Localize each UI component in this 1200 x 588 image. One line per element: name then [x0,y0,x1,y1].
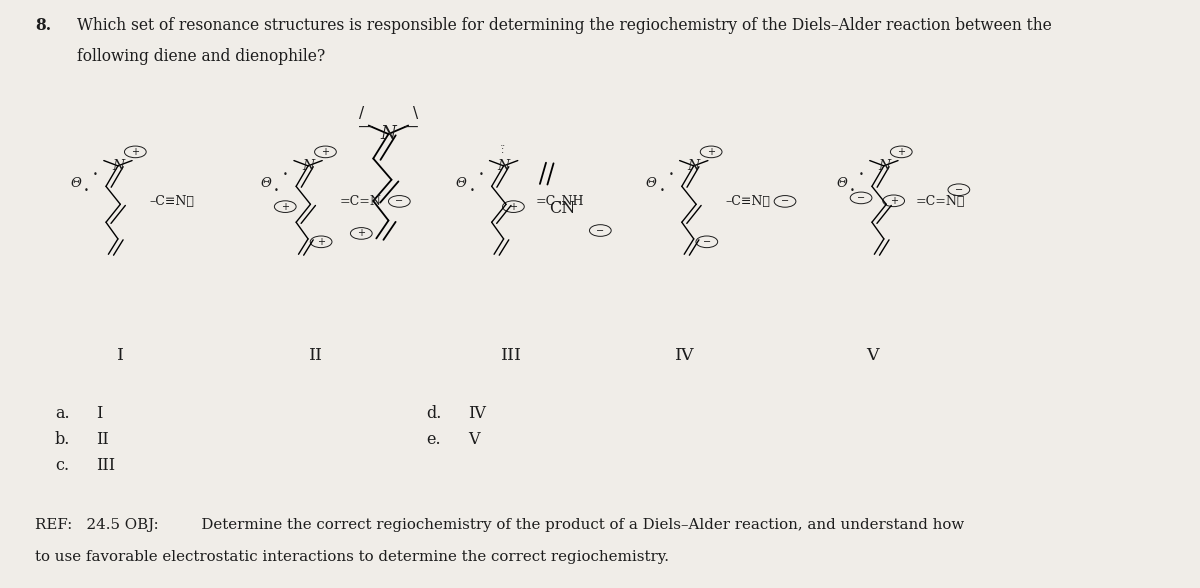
Text: +: + [898,147,905,157]
Text: +: + [358,228,365,238]
Text: a.: a. [55,405,70,422]
Text: •: • [850,186,854,195]
Text: −: − [955,185,962,195]
Text: −: − [703,237,710,247]
Text: N: N [498,159,510,173]
Text: −: − [395,196,403,206]
Text: N: N [302,159,314,173]
Text: b.: b. [55,431,71,448]
Text: +: + [131,147,139,157]
Text: Θ: Θ [70,177,82,190]
Text: N: N [112,159,124,173]
Text: II: II [96,431,109,448]
Text: =C–NH: =C–NH [535,195,583,208]
Text: c.: c. [55,457,70,474]
Text: Θ: Θ [836,177,847,190]
Text: :̈: :̈ [502,145,505,155]
Text: •: • [859,170,864,179]
Text: Θ: Θ [646,177,656,190]
Text: •: • [660,186,665,195]
Text: −: − [596,226,605,236]
Text: Θ: Θ [456,177,467,190]
Text: •: • [479,170,484,179]
Text: •: • [469,186,474,195]
Text: N: N [688,159,700,173]
Text: +: + [317,237,325,247]
Text: III: III [500,347,522,363]
Text: Which set of resonance structures is responsible for determining the regiochemis: Which set of resonance structures is res… [77,17,1051,34]
Text: N: N [380,125,396,143]
Text: N: N [878,159,890,173]
Text: −: − [781,196,790,206]
Text: –C≡N∶: –C≡N∶ [725,195,770,208]
Text: +: + [889,196,898,206]
Text: =C=N∶: =C=N∶ [916,195,965,208]
Text: REF:   24.5 OBJ:         Determine the correct regiochemistry of the product of : REF: 24.5 OBJ: Determine the correct reg… [35,518,965,532]
Text: −: − [857,193,865,203]
Text: =C=N: =C=N [340,195,382,208]
Text: I: I [96,405,102,422]
Text: V: V [865,347,878,363]
Text: V: V [468,431,479,448]
Text: +: + [281,202,289,212]
Text: –C≡N∶: –C≡N∶ [150,195,194,208]
Text: ―: ― [403,121,418,135]
Text: /: / [359,106,364,121]
Text: 8.: 8. [35,17,52,34]
Text: IV: IV [468,405,486,422]
Text: CN: CN [550,201,575,217]
Text: following diene and dienophile?: following diene and dienophile? [77,48,325,65]
Text: •: • [84,186,89,195]
Text: IV: IV [676,347,695,363]
Text: \: \ [413,106,419,121]
Text: Θ: Θ [260,177,271,190]
Text: II: II [308,347,323,363]
Text: •: • [668,170,673,179]
Text: d.: d. [426,405,442,422]
Text: to use favorable electrostatic interactions to determine the correct regiochemis: to use favorable electrostatic interacti… [35,550,670,564]
Text: •: • [274,186,280,195]
Text: +: + [322,147,330,157]
Text: III: III [96,457,115,474]
Text: ―: ― [359,121,373,135]
Text: •: • [283,170,288,179]
Text: e.: e. [426,431,442,448]
Text: I: I [116,347,124,363]
Text: •: • [92,170,97,179]
Text: +: + [707,147,715,157]
Text: +: + [510,202,517,212]
